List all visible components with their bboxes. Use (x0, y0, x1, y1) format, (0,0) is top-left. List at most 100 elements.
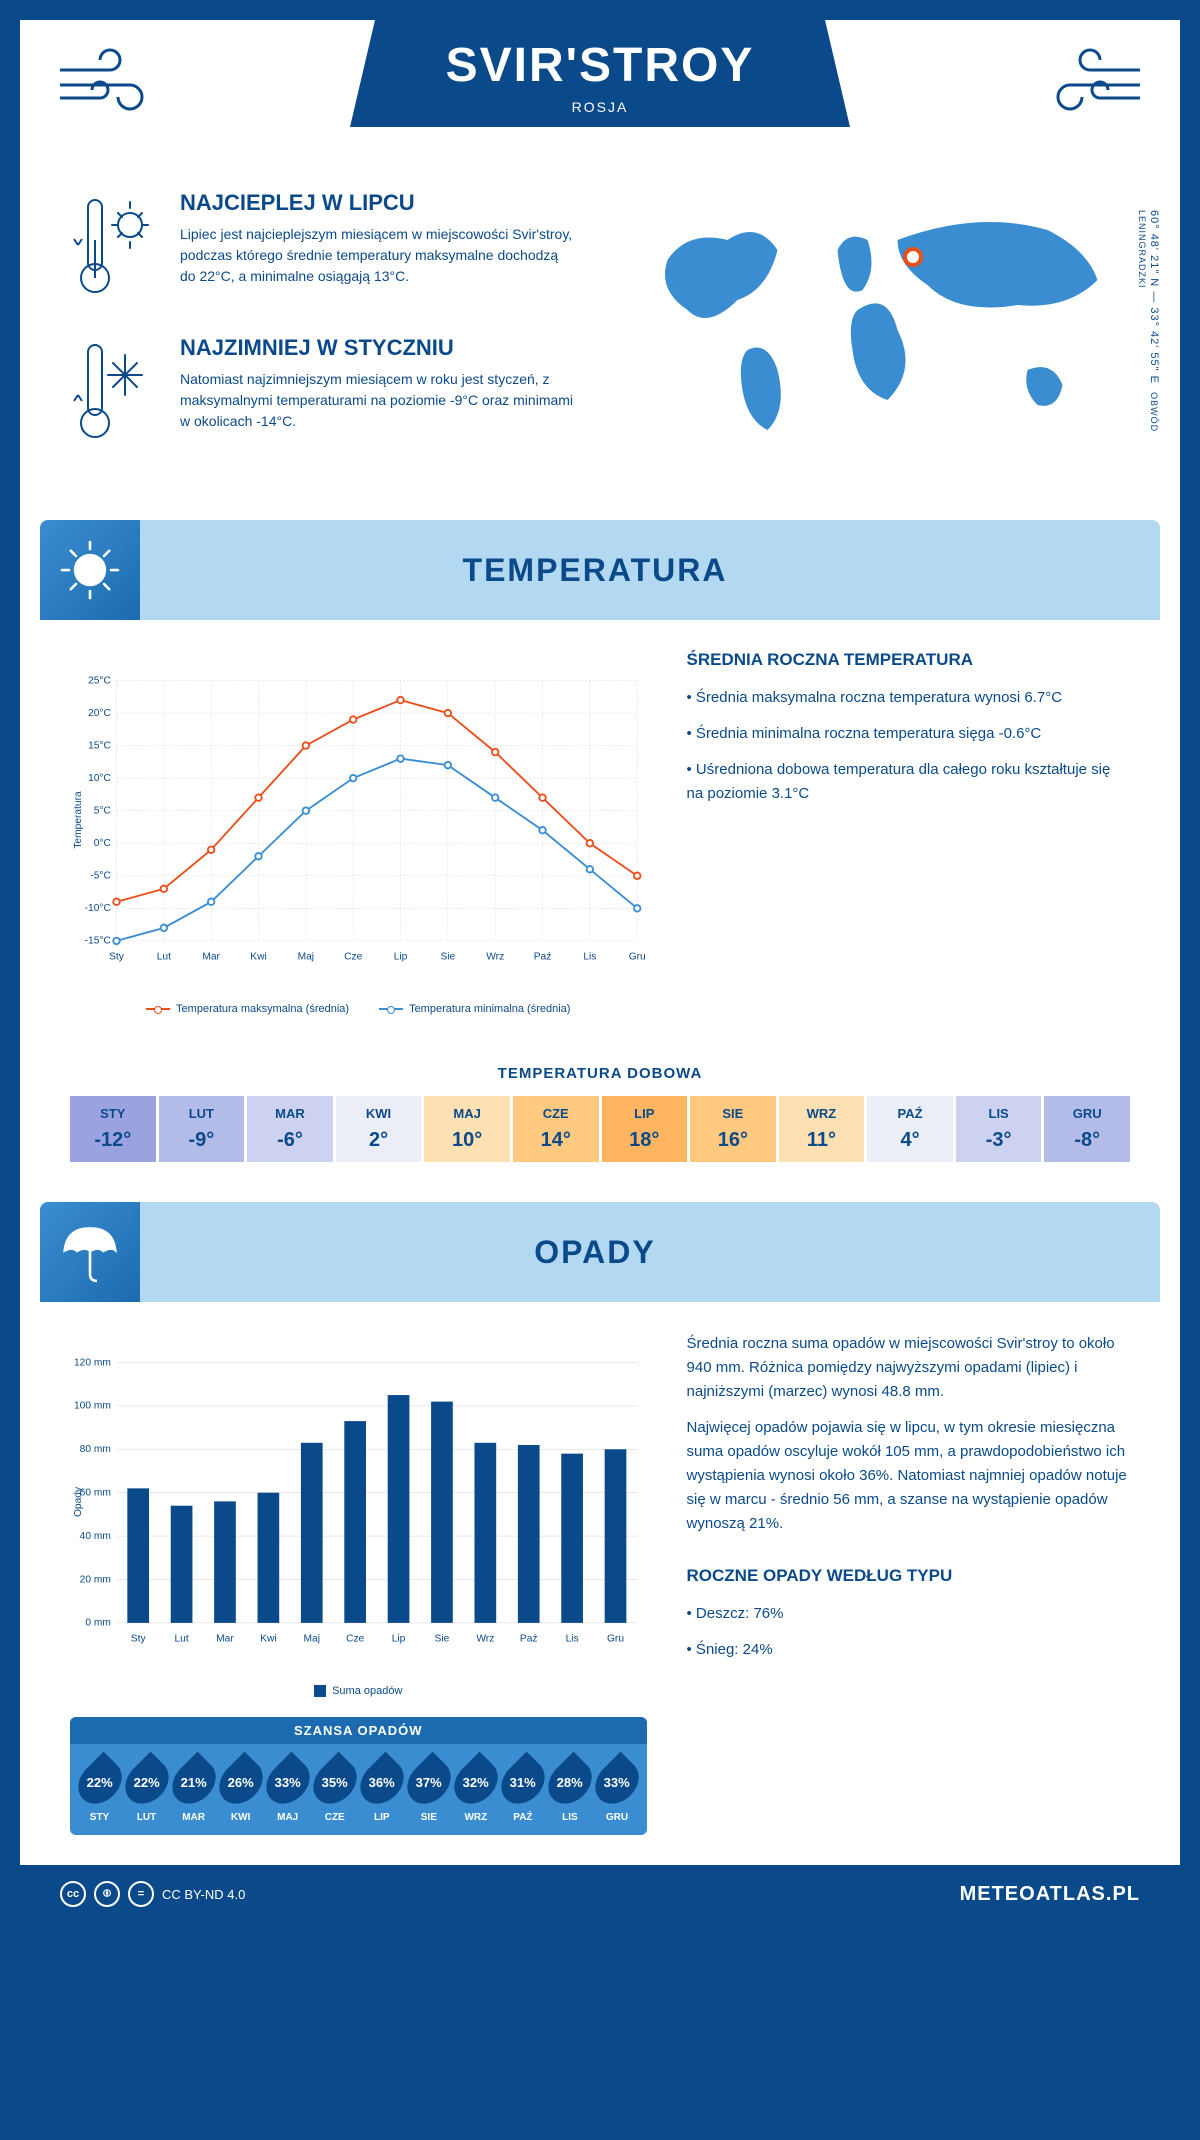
daily-temp-cell: GRU-8° (1044, 1096, 1130, 1162)
chance-title: SZANSA OPADÓW (70, 1717, 647, 1744)
header: SVIR'STROY ROSJA (20, 20, 1180, 160)
license-text: CC BY-ND 4.0 (162, 1887, 245, 1902)
daily-temp-grid: STY-12°LUT-9°MAR-6°KWI2°MAJ10°CZE14°LIP1… (70, 1096, 1130, 1162)
svg-text:Sie: Sie (440, 951, 455, 962)
intro-section: NAJCIEPLEJ W LIPCU Lipiec jest najcieple… (20, 160, 1180, 510)
temperature-chart-area: -15°C-10°C-5°C0°C5°C10°C15°C20°C25°CStyL… (70, 650, 647, 1015)
svg-text:Paź: Paź (520, 1633, 538, 1644)
svg-text:100 mm: 100 mm (74, 1401, 111, 1412)
svg-text:Lip: Lip (392, 1633, 406, 1644)
legend-item: Temperatura maksymalna (średnia) (146, 1003, 349, 1015)
precipitation-section-header: OPADY (40, 1202, 1160, 1302)
daily-temp-cell: LUT-9° (159, 1096, 245, 1162)
world-map (625, 190, 1130, 450)
site-name: METEOATLAS.PL (960, 1883, 1140, 1906)
coldest-title: NAJZIMNIEJ W STYCZNIU (180, 335, 575, 361)
svg-text:Wrz: Wrz (476, 1633, 494, 1644)
svg-text:Cze: Cze (344, 951, 362, 962)
wind-icon (50, 40, 170, 120)
precip-paragraph: Najwięcej opadów pojawia się w lipcu, w … (687, 1416, 1130, 1536)
precip-chance-cell: 35%CZE (313, 1758, 356, 1823)
svg-text:0°C: 0°C (94, 838, 111, 849)
annual-temp-bullet: • Średnia maksymalna roczna temperatura … (687, 686, 1130, 710)
svg-text:80 mm: 80 mm (80, 1444, 111, 1455)
svg-text:-5°C: -5°C (90, 871, 111, 882)
svg-text:Lis: Lis (583, 951, 596, 962)
svg-text:Sty: Sty (109, 951, 125, 962)
svg-text:Sie: Sie (435, 1633, 450, 1644)
svg-text:Paź: Paź (534, 951, 552, 962)
precip-chance-cell: 33%MAJ (266, 1758, 309, 1823)
temperature-line-chart: -15°C-10°C-5°C0°C5°C10°C15°C20°C25°CStyL… (70, 650, 647, 990)
temperature-text: ŚREDNIA ROCZNA TEMPERATURA • Średnia mak… (687, 650, 1130, 1015)
daily-temp-cell: LIS-3° (956, 1096, 1042, 1162)
coordinates-label: 60° 48' 21" N — 33° 42' 55" E OBWÓD LENI… (1136, 210, 1160, 450)
svg-text:10°C: 10°C (88, 773, 111, 784)
svg-text:15°C: 15°C (88, 740, 111, 751)
wind-icon (1030, 40, 1150, 120)
precip-chance-cell: 22%LUT (125, 1758, 168, 1823)
daily-temp-cell: MAR-6° (247, 1096, 333, 1162)
precipitation-chance: SZANSA OPADÓW 22%STY22%LUT21%MAR26%KWI33… (70, 1717, 647, 1835)
cc-icon: cc (60, 1881, 86, 1907)
svg-text:25°C: 25°C (88, 675, 111, 686)
precipitation-legend: Suma opadów (70, 1685, 647, 1697)
svg-text:60 mm: 60 mm (80, 1487, 111, 1498)
precip-chance-cell: 22%STY (78, 1758, 121, 1823)
svg-text:Maj: Maj (304, 1633, 320, 1644)
precipitation-chart-area: 0 mm20 mm40 mm60 mm80 mm100 mm120 mmStyL… (70, 1332, 647, 1835)
temperature-body: -15°C-10°C-5°C0°C5°C10°C15°C20°C25°CStyL… (20, 620, 1180, 1045)
by-icon: 🅯 (94, 1881, 120, 1907)
svg-text:Lip: Lip (394, 951, 408, 962)
country-label: ROSJA (420, 99, 780, 115)
thermometer-sun-icon (70, 190, 160, 305)
daily-temp-cell: SIE16° (690, 1096, 776, 1162)
svg-text:20°C: 20°C (88, 708, 111, 719)
temperature-title: TEMPERATURA (170, 552, 1120, 589)
warmest-text: Lipiec jest najcieplejszym miesiącem w m… (180, 224, 575, 287)
nd-icon: = (128, 1881, 154, 1907)
svg-text:-15°C: -15°C (85, 936, 111, 947)
daily-temp-cell: CZE14° (513, 1096, 599, 1162)
daily-temp-cell: PAŹ4° (867, 1096, 953, 1162)
warmest-block: NAJCIEPLEJ W LIPCU Lipiec jest najcieple… (70, 190, 575, 305)
precip-chance-cell: 37%SIE (407, 1758, 450, 1823)
legend-item: Temperatura minimalna (średnia) (379, 1003, 570, 1015)
umbrella-icon (40, 1202, 140, 1302)
svg-text:Kwi: Kwi (250, 951, 266, 962)
title-banner: SVIR'STROY ROSJA (350, 20, 850, 127)
precipitation-title: OPADY (170, 1234, 1120, 1271)
precip-chance-cell: 36%LIP (360, 1758, 403, 1823)
sun-icon (40, 520, 140, 620)
footer: cc 🅯 = CC BY-ND 4.0 METEOATLAS.PL (20, 1865, 1180, 1923)
precip-chance-cell: 31%PAŹ (501, 1758, 544, 1823)
svg-text:Temperatura: Temperatura (73, 791, 84, 849)
intro-right: 60° 48' 21" N — 33° 42' 55" E OBWÓD LENI… (625, 190, 1130, 480)
svg-text:120 mm: 120 mm (74, 1357, 111, 1368)
precip-chance-cell: 21%MAR (172, 1758, 215, 1823)
svg-text:Lut: Lut (174, 1633, 188, 1644)
coldest-text: Natomiast najzimniejszym miesiącem w rok… (180, 369, 575, 432)
page: SVIR'STROY ROSJA NAJCIEPLEJ W LIPCU Lipi… (20, 20, 1180, 1923)
daily-temp-cell: MAJ10° (424, 1096, 510, 1162)
temperature-section-header: TEMPERATURA (40, 520, 1160, 620)
svg-text:Gru: Gru (607, 1633, 624, 1644)
daily-temp-cell: STY-12° (70, 1096, 156, 1162)
svg-text:Kwi: Kwi (260, 1633, 276, 1644)
thermometer-snow-icon (70, 335, 160, 450)
license-block: cc 🅯 = CC BY-ND 4.0 (60, 1881, 245, 1907)
svg-text:Maj: Maj (298, 951, 314, 962)
precip-chance-cell: 32%WRZ (454, 1758, 497, 1823)
precip-type-bullet: • Śnieg: 24% (687, 1638, 1130, 1662)
svg-text:Sty: Sty (131, 1633, 147, 1644)
daily-temp-cell: KWI2° (336, 1096, 422, 1162)
precip-chance-cell: 26%KWI (219, 1758, 262, 1823)
coldest-block: NAJZIMNIEJ W STYCZNIU Natomiast najzimni… (70, 335, 575, 450)
map-marker-icon (903, 247, 923, 267)
daily-temp-cell: LIP18° (602, 1096, 688, 1162)
annual-temp-bullet: • Średnia minimalna roczna temperatura s… (687, 722, 1130, 746)
precip-chance-cell: 33%GRU (595, 1758, 638, 1823)
annual-temp-bullet: • Uśredniona dobowa temperatura dla całe… (687, 758, 1130, 806)
temperature-legend: Temperatura maksymalna (średnia) Temperat… (70, 1003, 647, 1015)
precip-type-bullet: • Deszcz: 76% (687, 1602, 1130, 1626)
